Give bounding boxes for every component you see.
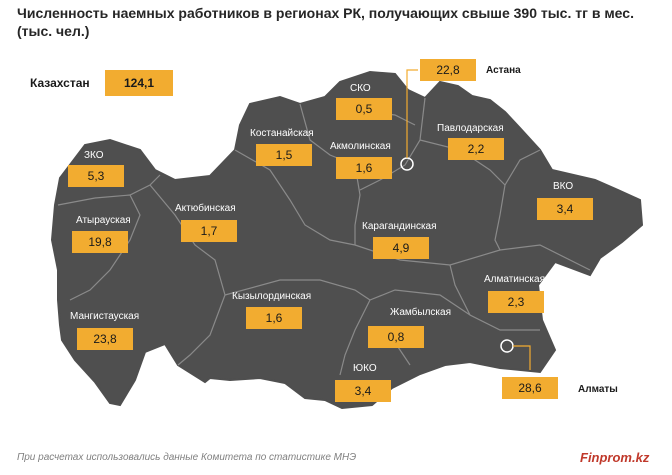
region-value-karaganda: 4,9 [373,237,429,259]
region-value-atyrau: 19,8 [72,231,128,253]
region-value-zhambyl: 0,8 [368,326,424,348]
region-label-zhambyl: Жамбылская [390,307,451,318]
region-value-sko: 0,5 [336,98,392,120]
region-label-pavlodar: Павлодарская [437,123,504,134]
region-value-akmola: 1,6 [336,157,392,179]
source-note: При расчетах использовались данные Комит… [17,452,357,463]
region-label-aktobe: Актюбинская [175,203,236,214]
region-value-uko: 3,4 [335,380,391,402]
city-value-almaty: 28,6 [502,377,558,399]
region-label-uko: ЮКО [353,363,377,374]
region-label-kostanay: Костанайская [250,128,314,139]
region-label-sko: СКО [350,83,371,94]
city-label-astana: Астана [486,65,521,76]
total-label: Казахстан [30,76,90,90]
region-label-kyzylorda: Кызылординская [232,291,312,302]
region-value-mangystau: 23,8 [77,328,133,350]
brand-logo: Finprom.kz [580,450,650,465]
region-label-zko: ЗКО [84,150,104,161]
region-value-almaty-region: 2,3 [488,291,544,313]
region-value-pavlodar: 2,2 [448,138,504,160]
region-value-kostanay: 1,5 [256,144,312,166]
region-label-atyrau: Атырауская [76,215,131,226]
region-label-mangystau: Мангистауская [70,311,140,322]
city-label-almaty: Алматы [578,384,618,395]
region-value-aktobe: 1,7 [181,220,237,242]
region-label-karaganda: Карагандинская [362,221,437,232]
chart-title: Численность наемных работников в региона… [17,5,634,39]
country-shape [50,70,644,410]
total-value: 124,1 [105,70,173,96]
region-label-akmola: Акмолинская [330,141,391,152]
region-value-vko: 3,4 [537,198,593,220]
region-label-vko: ВКО [553,181,574,192]
region-value-kyzylorda: 1,6 [246,307,302,329]
region-label-almaty-region: Алматинская [484,274,545,285]
city-value-astana: 22,8 [420,59,476,81]
region-value-zko: 5,3 [68,165,124,187]
city-markers [400,69,531,370]
